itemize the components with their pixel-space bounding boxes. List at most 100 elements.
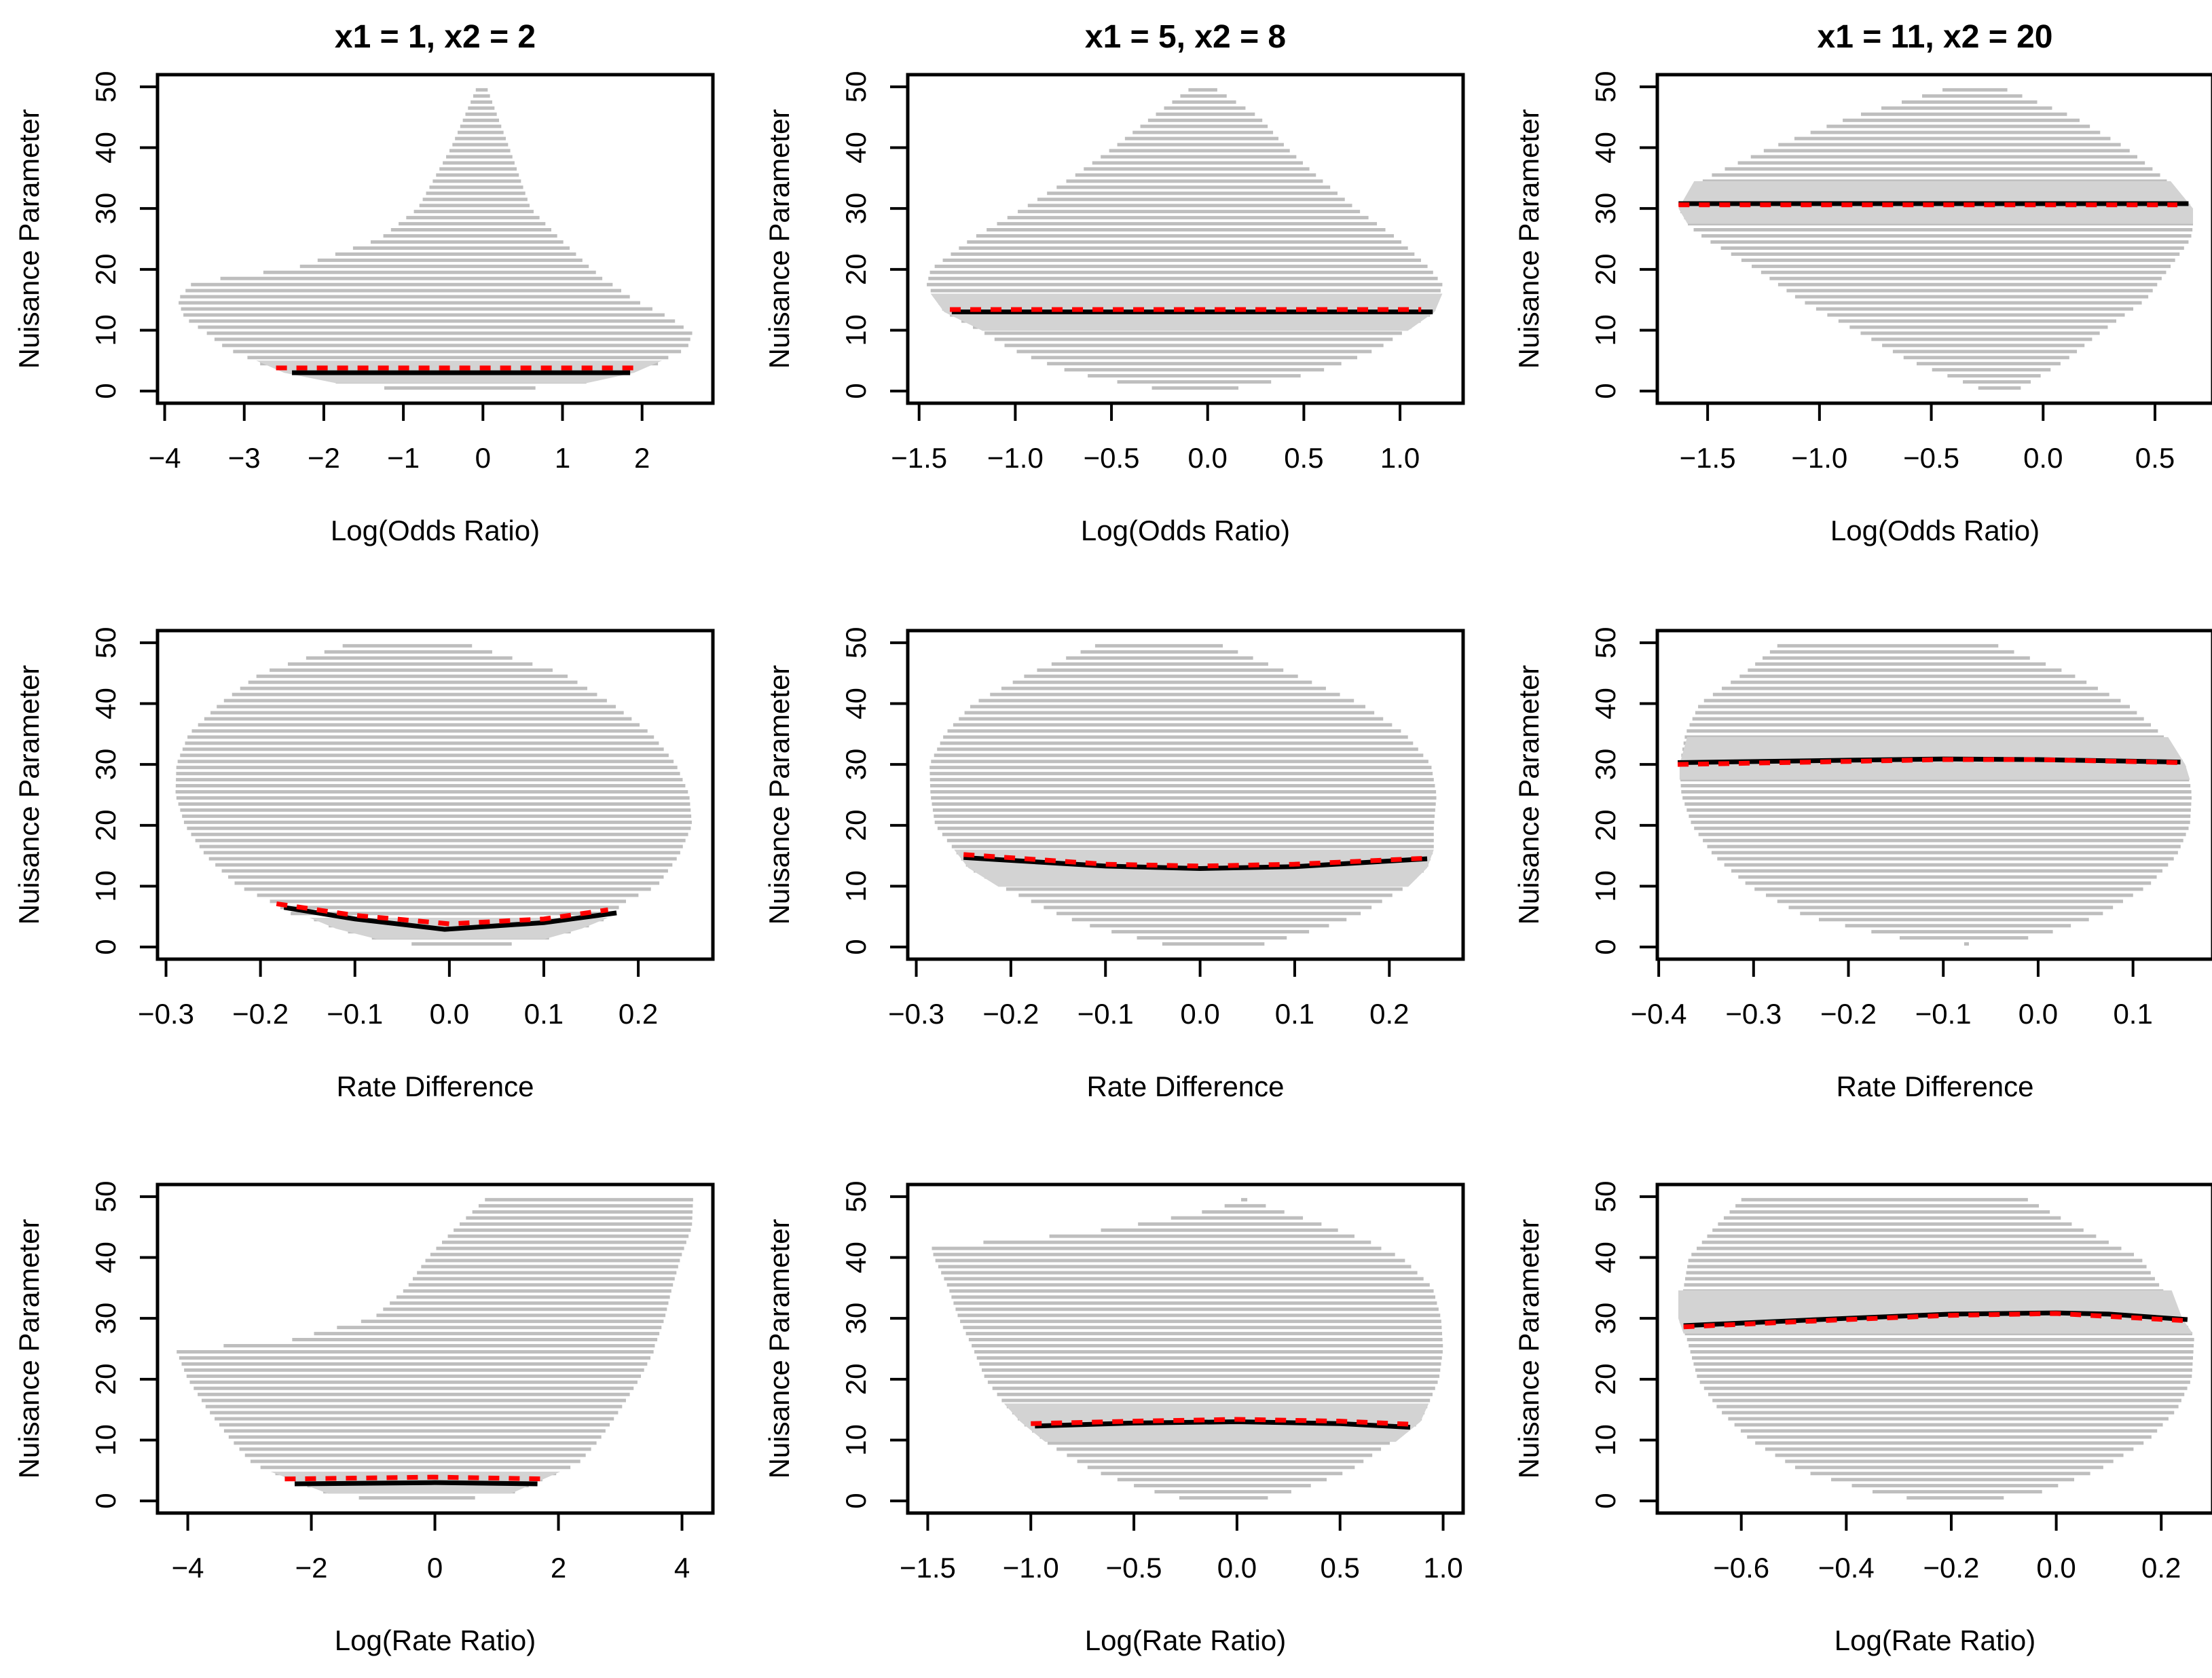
y-tick-label: 50 (90, 1181, 122, 1213)
y-tick-label: 30 (1589, 749, 1621, 781)
y-axis-title: Nuisance Parameter (763, 1219, 795, 1479)
y-tick-label: 20 (1589, 1363, 1621, 1395)
y-tick-label: 0 (90, 383, 122, 398)
y-tick-label: 0 (1589, 383, 1621, 398)
interval-lines (177, 1197, 693, 1500)
interval-lines (1680, 644, 2192, 946)
x-axis-title: Rate Difference (1086, 1070, 1284, 1102)
x-tick-label: 0.0 (2036, 1552, 2076, 1584)
plot-frame (906, 629, 1465, 961)
x-axis-title: Log(Rate Ratio) (1835, 1624, 2035, 1656)
y-tick-label: 40 (90, 1242, 122, 1273)
dashed-series-line (1677, 757, 2181, 767)
x-tick-label: 0.0 (1217, 1552, 1257, 1584)
y-tick-label: 10 (1589, 314, 1621, 346)
y-tick-label: 20 (90, 1363, 122, 1395)
x-axis-title: Log(Rate Ratio) (335, 1624, 536, 1656)
x-axis-title: Rate Difference (336, 1070, 534, 1102)
y-axis-title: Nuisance Parameter (1513, 1219, 1545, 1479)
y-tick-label: 40 (1589, 688, 1621, 720)
x-tick-label: −1 (387, 442, 420, 474)
plot-frame (1655, 629, 2212, 961)
dashed-series-line (276, 901, 609, 927)
y-tick-label: 40 (90, 688, 122, 720)
interval-lines (1678, 1197, 2194, 1500)
y-tick-label: 30 (90, 1303, 122, 1335)
y-tick-label: 50 (840, 71, 872, 103)
dashed-series-line (1683, 1311, 2188, 1330)
solid-series-line (294, 1480, 538, 1487)
x-tick-label: −0.3 (1725, 998, 1782, 1030)
x-tick-label: −2 (308, 442, 340, 474)
x-tick-label: −1.5 (1680, 442, 1736, 474)
interval-lines (932, 1197, 1443, 1500)
x-tick-label: 0.1 (524, 998, 564, 1030)
y-tick-label: 40 (1589, 1242, 1621, 1273)
y-tick-label: 40 (840, 1242, 872, 1273)
x-tick-label: −0.2 (232, 998, 289, 1030)
x-tick-label: −0.2 (982, 998, 1039, 1030)
y-tick-label: 0 (1589, 1493, 1621, 1508)
plot-frame (906, 73, 1465, 405)
dashed-series-line (963, 852, 1428, 869)
y-tick-label: 10 (840, 1424, 872, 1456)
y-tick-label: 30 (90, 193, 122, 225)
panel: −0.3 −0.2 −0.1 0.0 0.1 0.2 0 10 20 30 40 50 Rate Dif… (763, 627, 1465, 1102)
y-axis-title: Nuisance Parameter (1513, 109, 1545, 369)
y-tick-label: 30 (1589, 1303, 1621, 1335)
x-tick-label: −1.0 (1791, 442, 1847, 474)
x-tick-label: 0.2 (2141, 1552, 2181, 1584)
x-tick-label: −0.3 (888, 998, 944, 1030)
x-axis-title: Log(Rate Ratio) (1085, 1624, 1286, 1656)
x-tick-label: 1 (555, 442, 570, 474)
y-tick-label: 10 (90, 1424, 122, 1456)
x-tick-label: −0.5 (1903, 442, 1959, 474)
panel: −0.4 −0.3 −0.2 −0.1 0.0 0.1 0 10 20 30 40 50 Rate Di… (1513, 627, 2212, 1102)
x-tick-label: −0.5 (1106, 1552, 1162, 1584)
plot-frame (155, 1182, 715, 1515)
y-tick-label: 20 (90, 253, 122, 285)
plot-frame (1655, 1182, 2212, 1515)
solid-series-line (283, 905, 617, 932)
interval-lines (927, 88, 1443, 390)
x-tick-label: 4 (674, 1552, 690, 1584)
plot-frame (155, 73, 715, 405)
y-tick-label: 20 (840, 809, 872, 841)
x-tick-label: −1.5 (891, 442, 947, 474)
x-tick-label: 1.0 (1423, 1552, 1462, 1584)
y-tick-label: 20 (840, 253, 872, 285)
y-axis-title: Nuisance Parameter (1513, 665, 1545, 925)
x-axis-title: Log(Odds Ratio) (331, 515, 540, 546)
y-axis-title: Nuisance Parameter (763, 665, 795, 925)
y-axis-title: Nuisance Parameter (13, 665, 45, 925)
panel: −1.5 −1.0 −0.5 0.0 0.5 1.0 0 10 20 30 40 50 Log(Rate… (763, 1181, 1465, 1656)
y-tick-label: 20 (1589, 809, 1621, 841)
x-tick-label: −0.4 (1818, 1552, 1875, 1584)
panel-title: x1 = 11, x2 = 20 (1818, 19, 2053, 55)
x-axis-title: Rate Difference (1836, 1070, 2033, 1102)
x-tick-label: 1.0 (1380, 442, 1420, 474)
x-tick-label: −0.2 (1923, 1552, 1980, 1584)
x-tick-label: 2 (634, 442, 650, 474)
x-tick-label: 0 (475, 442, 491, 474)
y-axis-title: Nuisance Parameter (13, 1219, 45, 1479)
panel-title: x1 = 5, x2 = 8 (1085, 19, 1286, 55)
x-tick-label: −0.3 (138, 998, 194, 1030)
y-tick-label: 0 (90, 1493, 122, 1508)
x-tick-label: −0.6 (1713, 1552, 1769, 1584)
x-tick-label: −0.1 (1915, 998, 1972, 1030)
x-tick-label: 0.1 (1275, 998, 1314, 1030)
y-tick-label: 40 (840, 132, 872, 164)
dashed-series-line (1031, 1417, 1411, 1427)
interval-lines (175, 644, 692, 946)
y-tick-label: 20 (1589, 253, 1621, 285)
panel: −1.5 −1.0 −0.5 0.0 0.5 0 10 20 30 40 50 Log(Odds Ra… (1513, 19, 2212, 546)
y-tick-label: 30 (840, 1303, 872, 1335)
y-tick-label: 40 (840, 688, 872, 720)
y-tick-label: 10 (1589, 870, 1621, 902)
x-tick-label: 0.5 (1321, 1552, 1360, 1584)
y-tick-label: 40 (90, 132, 122, 164)
y-tick-label: 0 (90, 939, 122, 954)
